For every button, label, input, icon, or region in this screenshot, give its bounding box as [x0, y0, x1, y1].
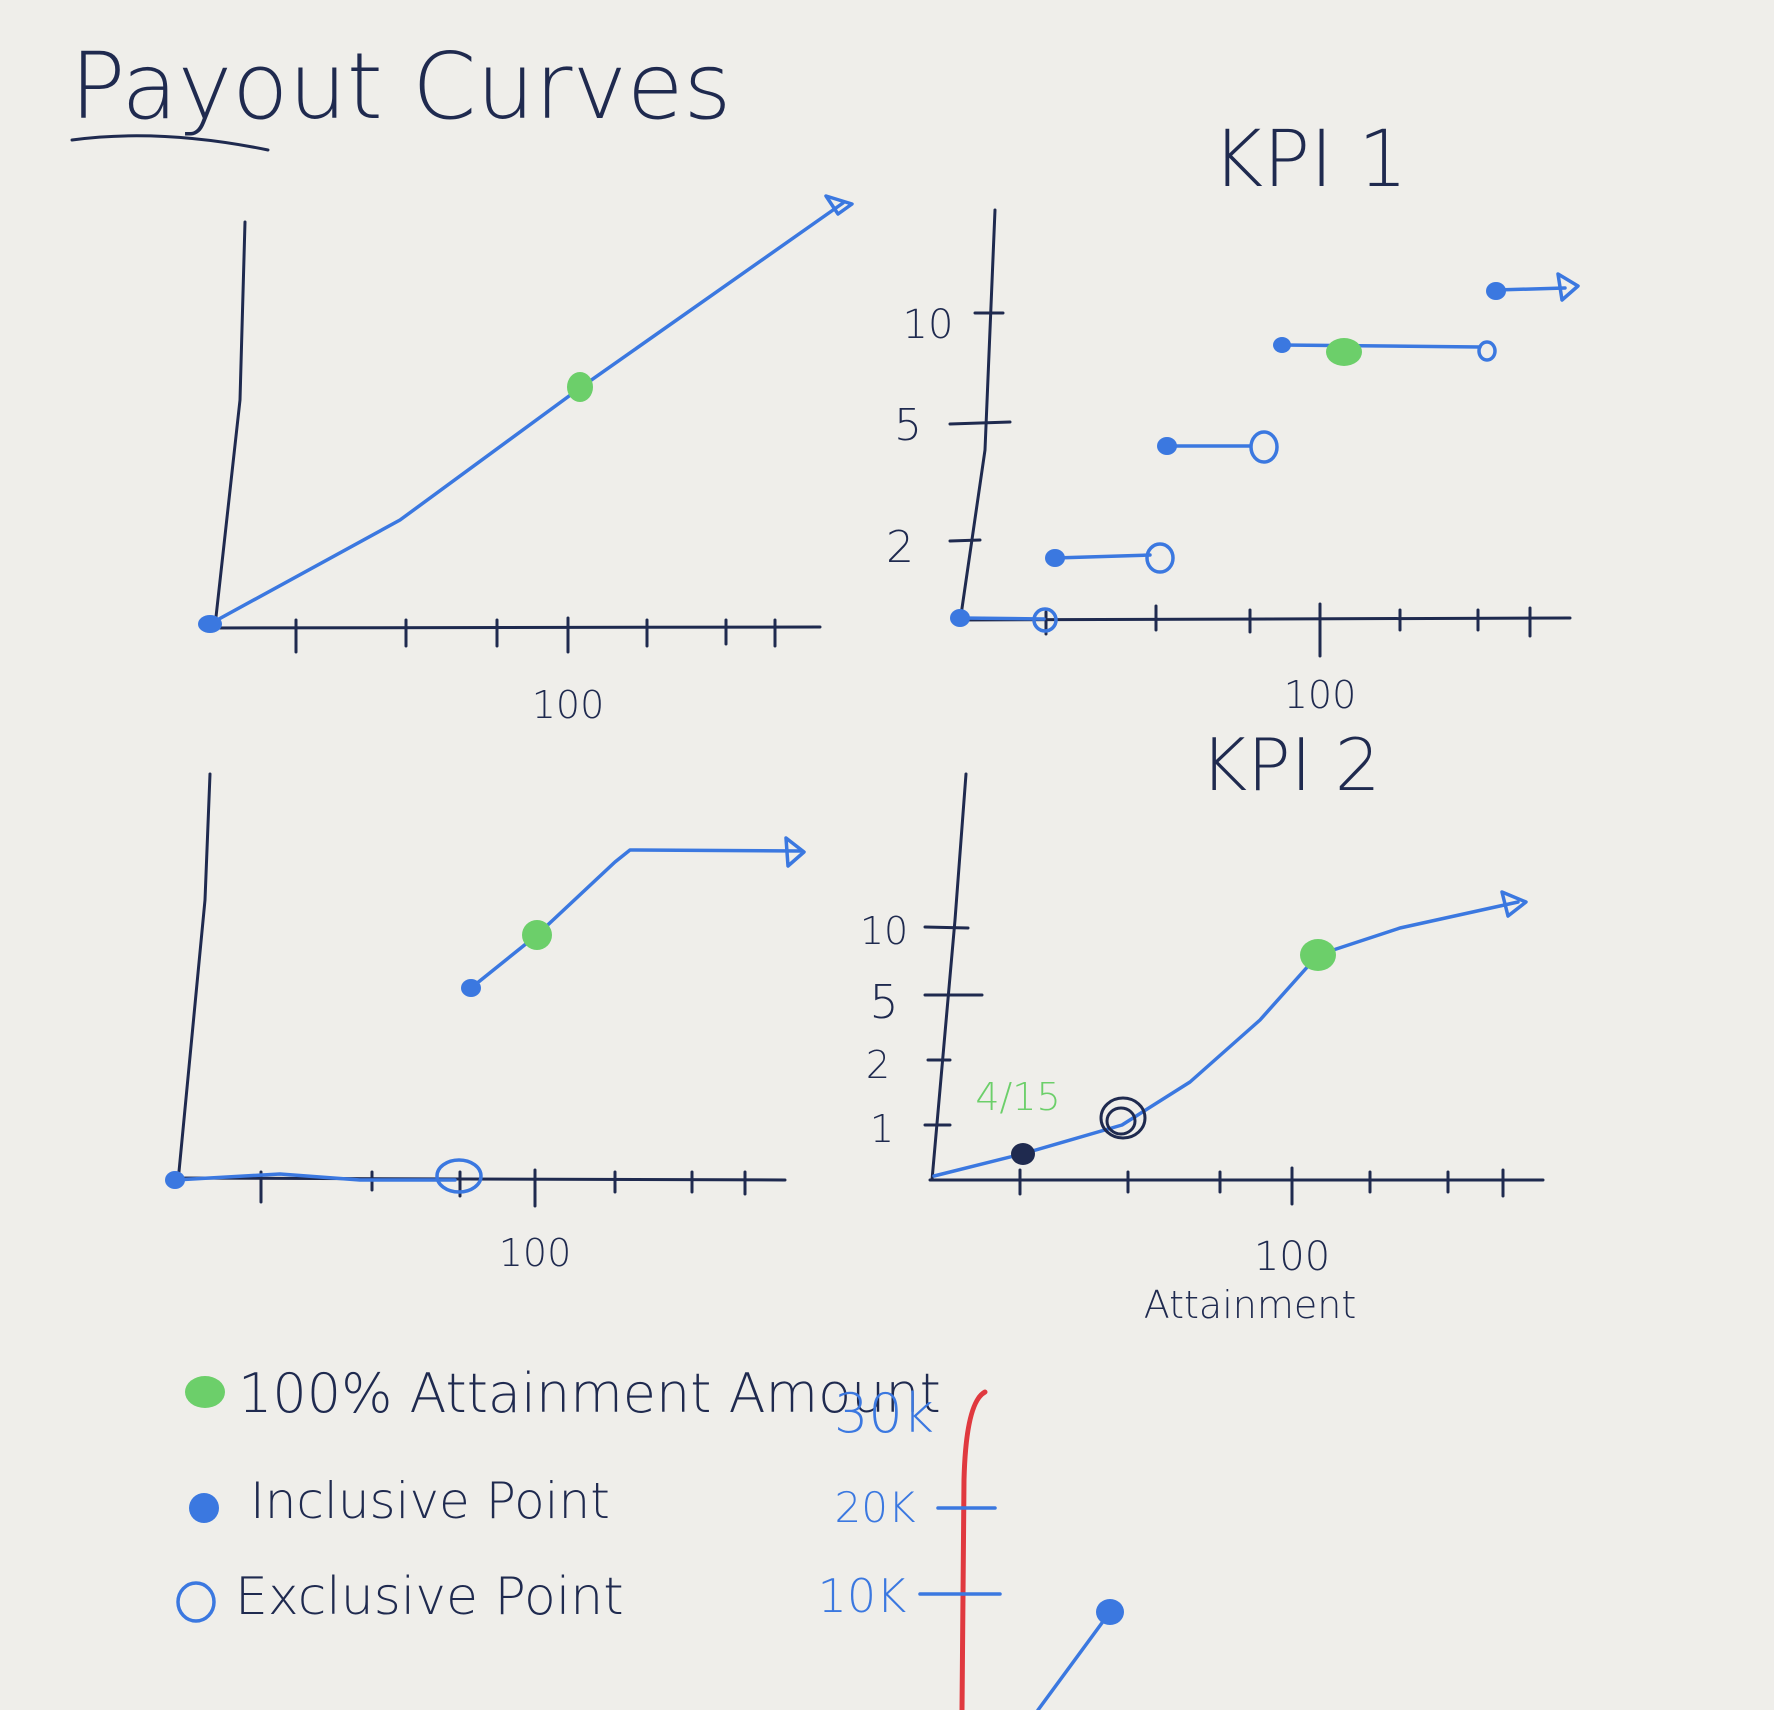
amount-label-20k: 20K [835, 1483, 916, 1532]
target-point [1326, 338, 1362, 366]
inclusive-point [1096, 1599, 1124, 1625]
annotation-date: 4/15 [975, 1075, 1060, 1119]
x-ticks [259, 1168, 747, 1208]
target-point [522, 920, 552, 950]
amount-label-10k: 10K [818, 1569, 907, 1623]
y-ticks [948, 311, 1012, 543]
legend: 100% Attainment Amount Inclusive Point E… [176, 1362, 941, 1627]
y-tick-label-5: 5 [894, 400, 922, 451]
open-circle-icon [176, 1581, 216, 1623]
y-tick-label-2: 2 [886, 522, 914, 573]
chart-bottom-left: 100 [165, 772, 806, 1275]
y-axis [213, 220, 247, 628]
x-axis [956, 616, 1572, 622]
red-y-axis [959, 1389, 988, 1710]
legend-item: 100% Attainment Amount [185, 1362, 941, 1425]
exclusive-point [435, 1158, 483, 1194]
kpi1-title: KPI 1 [1212, 115, 1408, 205]
x-ticks [294, 616, 777, 654]
inclusive-point [1045, 549, 1065, 567]
tier-segment [1053, 553, 1152, 560]
target-point [1300, 939, 1336, 971]
chart-kpi1: KPI 1 10 5 2 100 [886, 115, 1580, 717]
inclusive-point [950, 609, 970, 627]
payout-curve [469, 848, 802, 990]
target-point [567, 372, 593, 402]
base-segment [173, 1172, 457, 1182]
amount-axis-sketch: 30k 20K 10K [818, 1382, 1124, 1710]
legend-label-inclusive: Inclusive Point [250, 1472, 610, 1530]
exclusive-point [1145, 542, 1175, 574]
chart-top-left: 100 [198, 194, 854, 727]
arrow-head [784, 836, 806, 868]
payout-curve [932, 900, 1520, 1178]
tier-segment [958, 616, 1046, 621]
legend-item: Exclusive Point [176, 1567, 624, 1627]
title-underline [70, 134, 270, 152]
y-axis [930, 772, 968, 1182]
projected-point-inner [1105, 1106, 1137, 1136]
inclusive-point [461, 979, 481, 997]
x-axis [166, 1176, 787, 1182]
x-tick-label-100: 100 [499, 1231, 572, 1275]
inclusive-point [198, 615, 222, 633]
x-axis [203, 625, 822, 630]
inclusive-point [1273, 337, 1291, 353]
y-tick-label-5: 5 [869, 975, 898, 1029]
legend-label-target: 100% Attainment Amount [238, 1362, 941, 1425]
y-axis [958, 208, 997, 624]
inclusive-point [165, 1171, 185, 1189]
arrow-head [1556, 272, 1580, 302]
exclusive-point [1249, 430, 1279, 464]
page-title-group: Payout Curves [70, 33, 731, 152]
x-tick-label-100: 100 [1254, 1234, 1330, 1280]
payout-curve [206, 201, 845, 627]
green-dot-icon [185, 1376, 225, 1408]
arrow-head [1500, 890, 1528, 918]
tier-segment [1280, 343, 1482, 349]
inclusive-point [1157, 437, 1177, 455]
chart-kpi2: KPI 2 10 5 2 1 100 Attainment 4/15 [860, 723, 1545, 1327]
projected-point [1099, 1096, 1147, 1140]
y-tick-label-10: 10 [903, 302, 954, 348]
y-ticks [923, 925, 984, 1127]
arrow-head [824, 194, 854, 216]
x-axis-label: Attainment [1144, 1283, 1356, 1327]
amount-curve [1036, 1610, 1112, 1710]
kpi2-title: KPI 2 [1200, 723, 1381, 807]
x-ticks [1018, 1166, 1505, 1206]
x-ticks [1044, 602, 1532, 658]
y-tick-label-2: 2 [866, 1043, 890, 1087]
blue-dot-icon [189, 1493, 219, 1523]
y-tick-label-1: 1 [870, 1107, 894, 1151]
y-tick-label-10: 10 [860, 909, 908, 953]
y-axis [176, 772, 212, 1184]
exclusive-point [1477, 340, 1497, 362]
exclusive-point [1032, 607, 1058, 633]
page-title: Payout Curves [70, 33, 731, 140]
current-point [1011, 1143, 1035, 1165]
legend-label-exclusive: Exclusive Point [235, 1567, 624, 1627]
inclusive-point [1486, 282, 1506, 300]
x-tick-label-100: 100 [1284, 673, 1357, 717]
legend-item: Inclusive Point [189, 1472, 610, 1530]
x-tick-label-100: 100 [532, 683, 605, 727]
amount-label-30k: 30k [834, 1382, 934, 1445]
tier-segment [1494, 286, 1567, 292]
